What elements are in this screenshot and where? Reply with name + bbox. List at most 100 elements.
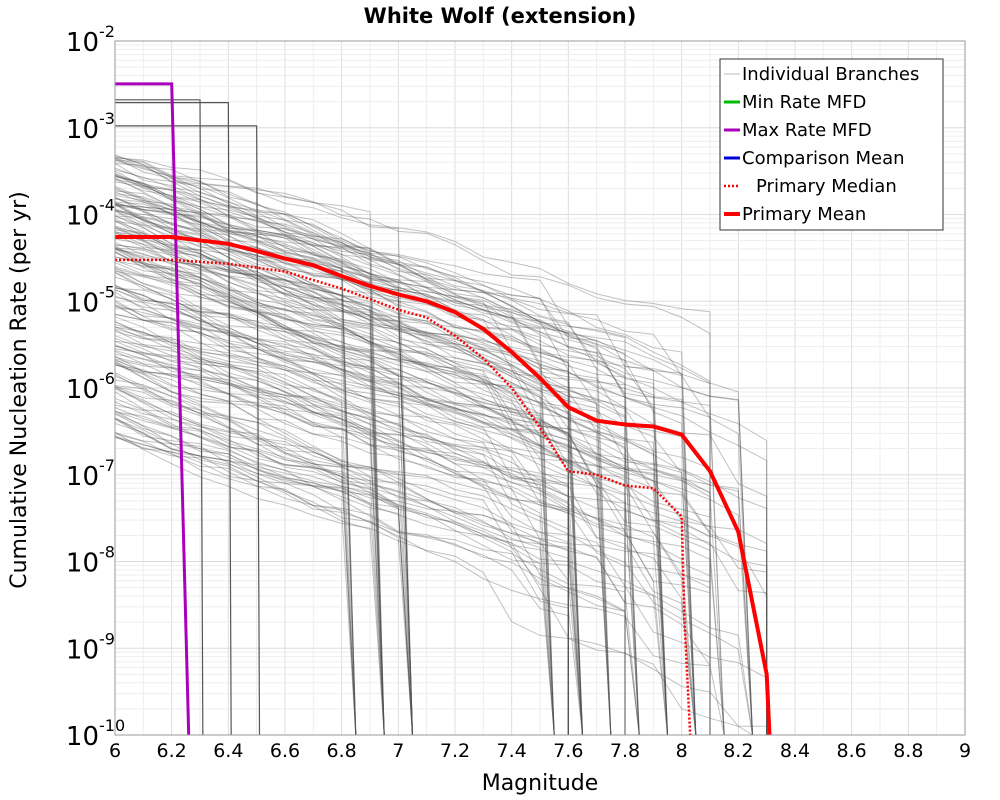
branch-line xyxy=(114,251,640,736)
x-tick-label: 7.8 xyxy=(610,740,640,762)
x-tick-label: 7.4 xyxy=(497,740,527,762)
branch-line xyxy=(114,305,640,736)
y-tick-exponent: -8 xyxy=(99,543,115,562)
y-tick-label: 10 xyxy=(66,375,99,405)
branch-line xyxy=(114,248,640,736)
branch-line xyxy=(114,260,357,736)
branch-line xyxy=(114,175,711,735)
x-tick-label: 6 xyxy=(109,740,121,762)
branch-line xyxy=(114,345,640,736)
branch-line xyxy=(114,201,725,736)
branch-line xyxy=(114,266,612,736)
branch-line xyxy=(114,340,357,736)
branch-line xyxy=(114,360,413,736)
y-tick-label: 10 xyxy=(66,462,99,492)
branch-line xyxy=(114,284,555,736)
branch-line xyxy=(114,411,583,736)
branch-line xyxy=(114,269,768,735)
branch-line xyxy=(114,410,413,736)
branch-line xyxy=(114,340,385,736)
branch-line xyxy=(114,326,569,735)
series-primary-mean xyxy=(115,235,772,736)
branch-line xyxy=(114,256,768,735)
branch-line xyxy=(114,163,753,736)
branch-line xyxy=(114,287,413,736)
branch-line xyxy=(114,259,555,736)
y-axis-ticks: 10-210-310-410-510-610-710-810-910-10 xyxy=(66,22,125,752)
branch-line xyxy=(114,230,697,736)
branch-line xyxy=(114,295,569,735)
legend-label: Comparison Mean xyxy=(742,148,905,169)
branch-line xyxy=(114,157,626,735)
branch-line xyxy=(114,270,711,735)
branch-line xyxy=(115,99,204,736)
branch-line xyxy=(114,252,569,735)
branch-line xyxy=(114,231,583,736)
branch-line xyxy=(114,356,711,735)
branch-line xyxy=(114,379,768,735)
branch-line xyxy=(114,313,612,736)
branch-line xyxy=(114,335,711,735)
branch-line xyxy=(114,174,555,736)
branch-line xyxy=(114,244,640,736)
branch-line xyxy=(114,244,555,736)
branch-line xyxy=(114,387,711,735)
branch-line xyxy=(114,436,640,736)
branch-line xyxy=(114,226,357,736)
branch-line xyxy=(114,418,725,736)
x-tick-label: 6.6 xyxy=(270,740,300,762)
branch-line xyxy=(114,418,753,736)
branch-line xyxy=(114,401,385,736)
branch-line xyxy=(114,159,711,735)
branch-line xyxy=(114,178,753,736)
x-tick-label: 9 xyxy=(959,740,971,762)
branch-line xyxy=(114,373,626,735)
branch-line xyxy=(114,417,413,736)
branch-line xyxy=(114,247,697,736)
branch-line xyxy=(114,248,385,736)
y-tick-label: 10 xyxy=(66,202,99,232)
branch-line xyxy=(114,437,385,736)
branch-line xyxy=(114,227,555,736)
branch-line xyxy=(114,203,413,736)
x-tick-label: 8.6 xyxy=(837,740,867,762)
branch-line xyxy=(114,172,413,736)
branch-line xyxy=(114,313,612,736)
branch-line xyxy=(114,349,385,736)
branch-line xyxy=(114,296,555,736)
branch-line xyxy=(114,267,768,735)
branch-line xyxy=(114,362,668,736)
x-tick-label: 7.6 xyxy=(553,740,583,762)
branch-line xyxy=(114,245,668,736)
branch-line xyxy=(114,386,357,736)
branch-line xyxy=(114,188,697,736)
branch-line xyxy=(114,423,768,735)
branch-line xyxy=(114,175,668,736)
branch-line xyxy=(114,417,640,736)
branch-line xyxy=(114,404,555,736)
branch-line xyxy=(114,337,697,736)
branch-line xyxy=(114,246,725,736)
x-tick-label: 6.4 xyxy=(213,740,243,762)
branch-line xyxy=(114,350,413,736)
branch-line xyxy=(114,204,725,736)
series-primary-median xyxy=(115,258,692,736)
x-axis-label: Magnitude xyxy=(482,771,599,796)
branch-line xyxy=(114,220,753,736)
branch-line xyxy=(114,157,569,735)
branch-line xyxy=(114,385,583,736)
branch-line xyxy=(114,385,668,736)
branch-line xyxy=(114,204,626,735)
chart-title: White Wolf (extension) xyxy=(364,4,637,28)
x-tick-label: 6.8 xyxy=(327,740,357,762)
branch-line xyxy=(114,355,697,736)
branch-line xyxy=(114,316,725,736)
y-tick-exponent: -6 xyxy=(99,369,115,388)
branch-line xyxy=(114,344,583,736)
branch-line xyxy=(114,391,413,736)
branch-line xyxy=(114,185,697,736)
branch-line xyxy=(114,196,668,736)
legend-label: Primary Mean xyxy=(742,204,866,225)
branch-line xyxy=(114,227,668,736)
branch-line xyxy=(114,372,753,736)
